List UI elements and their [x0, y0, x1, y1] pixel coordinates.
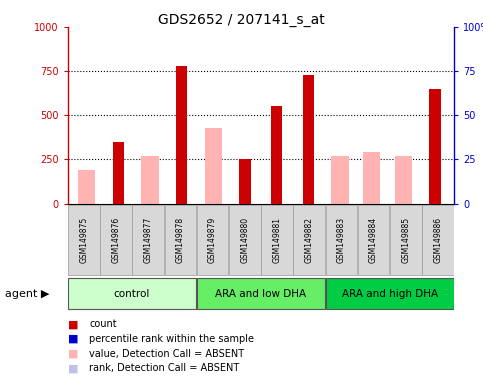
Bar: [68, 205, 99, 275]
Text: agent ▶: agent ▶: [5, 289, 49, 299]
Bar: [197, 278, 325, 310]
Bar: [326, 278, 454, 310]
Bar: [205, 127, 222, 204]
Text: GSM149886: GSM149886: [433, 217, 442, 263]
Text: GDS2652 / 207141_s_at: GDS2652 / 207141_s_at: [158, 13, 325, 27]
Bar: [165, 205, 196, 275]
Text: count: count: [89, 319, 117, 329]
Text: ARA and high DHA: ARA and high DHA: [341, 289, 438, 299]
Bar: [395, 156, 412, 204]
Bar: [429, 89, 440, 204]
Bar: [141, 156, 159, 204]
Bar: [390, 205, 422, 275]
Text: GSM149877: GSM149877: [143, 217, 153, 263]
Text: GSM149885: GSM149885: [401, 217, 410, 263]
Bar: [229, 205, 260, 275]
Text: GSM149875: GSM149875: [79, 217, 88, 263]
Bar: [422, 205, 454, 275]
Text: GSM149880: GSM149880: [240, 217, 249, 263]
Bar: [113, 142, 124, 204]
Bar: [100, 205, 132, 275]
Text: GSM149884: GSM149884: [369, 217, 378, 263]
Text: ■: ■: [68, 319, 78, 329]
Text: GSM149882: GSM149882: [305, 217, 313, 263]
Text: GSM149879: GSM149879: [208, 217, 217, 263]
Text: control: control: [114, 289, 150, 299]
Text: GSM149881: GSM149881: [272, 217, 282, 263]
Bar: [293, 205, 325, 275]
Text: ■: ■: [68, 363, 78, 373]
Bar: [68, 278, 196, 310]
Bar: [197, 205, 228, 275]
Text: ARA and low DHA: ARA and low DHA: [215, 289, 306, 299]
Text: ■: ■: [68, 334, 78, 344]
Text: GSM149883: GSM149883: [337, 217, 346, 263]
Text: GSM149876: GSM149876: [112, 217, 120, 263]
Text: ■: ■: [68, 349, 78, 359]
Text: percentile rank within the sample: percentile rank within the sample: [89, 334, 255, 344]
Bar: [78, 170, 95, 204]
Bar: [358, 205, 389, 275]
Bar: [303, 74, 314, 204]
Bar: [271, 106, 282, 204]
Bar: [261, 205, 293, 275]
Bar: [363, 152, 381, 204]
Text: GSM149878: GSM149878: [176, 217, 185, 263]
Text: rank, Detection Call = ABSENT: rank, Detection Call = ABSENT: [89, 363, 240, 373]
Bar: [240, 159, 251, 204]
Bar: [132, 205, 164, 275]
Bar: [326, 205, 357, 275]
Text: value, Detection Call = ABSENT: value, Detection Call = ABSENT: [89, 349, 244, 359]
Bar: [176, 66, 187, 204]
Bar: [331, 156, 349, 204]
